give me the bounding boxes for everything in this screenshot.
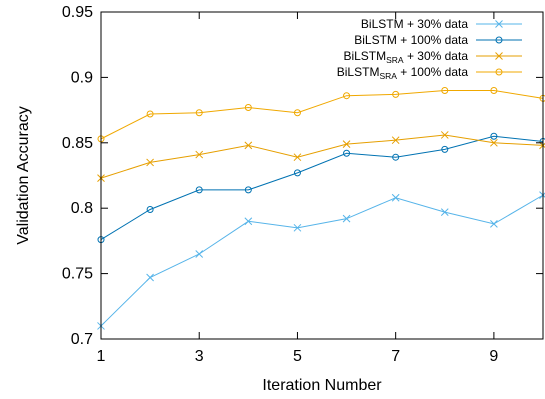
data-point xyxy=(195,250,204,258)
legend-entry: BiLSTM + 30% data xyxy=(361,17,522,31)
data-point xyxy=(391,193,400,202)
legend-entry: BiLSTMSRA + 100% data xyxy=(337,65,522,81)
data-point xyxy=(146,206,154,214)
series-line xyxy=(100,89,544,140)
data-point xyxy=(342,140,351,148)
series-3 xyxy=(97,86,545,143)
data-point xyxy=(244,186,252,194)
series-line xyxy=(100,135,544,241)
data-point xyxy=(244,141,253,150)
y-tick-label: 0.7 xyxy=(71,331,93,348)
data-point xyxy=(490,86,498,94)
legend-label-main: BiLSTM xyxy=(354,33,397,47)
data-point xyxy=(440,208,449,216)
legend-entry: BiLSTM + 100% data xyxy=(354,33,522,47)
data-point xyxy=(293,169,301,177)
legend-swatch-marker xyxy=(495,68,503,76)
legend-swatch-marker xyxy=(495,20,503,28)
data-point xyxy=(343,149,351,157)
data-point xyxy=(195,186,203,194)
data-point xyxy=(146,158,154,167)
y-tick-label: 0.75 xyxy=(62,266,93,283)
data-point xyxy=(440,131,449,139)
y-tick-label: 0.9 xyxy=(71,69,93,86)
legend-label-main: BiLSTM xyxy=(337,65,380,79)
legend-label: BiLSTM + 100% data xyxy=(354,33,468,47)
x-tick-label: 7 xyxy=(391,348,400,365)
x-tick-label: 9 xyxy=(489,348,498,365)
y-tick-label: 0.8 xyxy=(71,200,93,217)
data-point xyxy=(244,103,252,111)
legend-label-subscript: SRA xyxy=(386,55,404,65)
data-point xyxy=(195,150,204,159)
x-tick-label: 3 xyxy=(195,348,204,365)
legend-label: BiLSTM + 30% data xyxy=(361,17,468,31)
data-point xyxy=(490,132,498,140)
y-tick-label: 0.85 xyxy=(62,135,93,152)
legend-label-subscript: SRA xyxy=(379,71,397,81)
data-point xyxy=(343,92,351,100)
x-tick-label: 1 xyxy=(97,348,106,365)
legend-label-rest: + 100% data xyxy=(397,33,468,47)
data-point xyxy=(146,273,154,282)
data-point xyxy=(293,153,302,162)
series-2 xyxy=(97,131,545,182)
data-point xyxy=(293,109,301,117)
plot-frame xyxy=(100,11,544,340)
data-point xyxy=(392,153,400,161)
series-line xyxy=(100,134,544,179)
legend-label: BiLSTMSRA + 30% data xyxy=(343,49,468,65)
series-0 xyxy=(97,191,545,330)
data-point xyxy=(342,214,351,223)
data-point xyxy=(441,86,449,94)
legend-label-rest: + 30% data xyxy=(404,49,469,63)
legend-label-rest: + 30% data xyxy=(404,17,469,31)
legend-swatch-marker xyxy=(495,36,503,44)
data-point xyxy=(391,136,400,145)
axis-ticks: 0.7 0.75 0.8 0.85 0.9 0.95 1 3 5 7 9 xyxy=(62,4,543,365)
legend-label-main: BiLSTM xyxy=(343,49,386,63)
series-1 xyxy=(97,132,545,244)
data-point xyxy=(490,220,498,228)
x-axis-label: Iteration Number xyxy=(262,377,382,394)
data-point xyxy=(490,138,498,147)
data-point xyxy=(244,217,253,226)
data-point xyxy=(146,110,154,118)
series-line xyxy=(100,194,544,327)
legend-label-main: BiLSTM xyxy=(361,17,404,31)
data-point xyxy=(392,90,400,98)
legend-entry: BiLSTMSRA + 30% data xyxy=(343,49,522,65)
data-point xyxy=(293,223,302,232)
legend-label-rest: + 100% data xyxy=(397,65,468,79)
data-point xyxy=(441,145,449,153)
y-tick-label: 0.95 xyxy=(62,4,93,21)
plot-marks xyxy=(97,86,545,330)
y-axis-label: Validation Accuracy xyxy=(15,106,32,244)
data-point xyxy=(195,109,203,117)
x-tick-label: 5 xyxy=(293,348,302,365)
legend-swatch-marker xyxy=(495,52,503,60)
legend-label: BiLSTMSRA + 100% data xyxy=(337,65,469,81)
